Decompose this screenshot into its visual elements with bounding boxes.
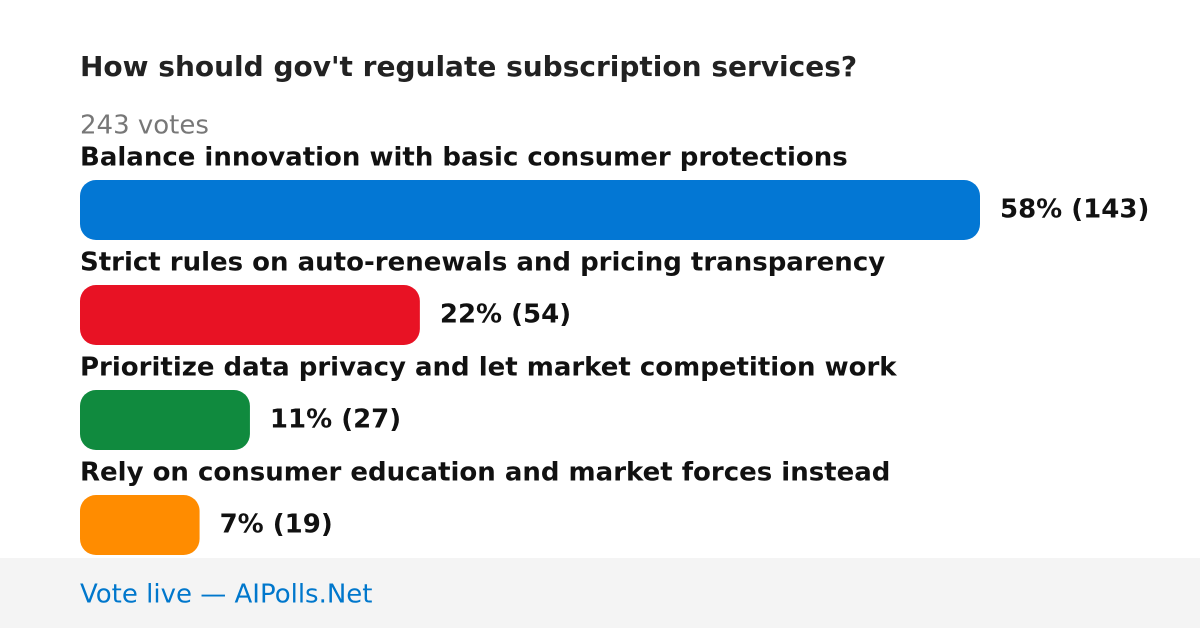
result-bar <box>80 285 420 345</box>
result-bar <box>80 390 250 450</box>
vote-count: 243 votes <box>80 111 209 141</box>
option-label: Rely on consumer education and market fo… <box>80 458 890 488</box>
result-bar <box>80 180 980 240</box>
option-label: Prioritize data privacy and let market c… <box>80 353 897 383</box>
option-label: Balance innovation with basic consumer p… <box>80 143 848 173</box>
result-label: 7% (19) <box>220 510 333 540</box>
footer-band <box>0 558 1200 628</box>
result-label: 11% (27) <box>270 405 401 435</box>
result-label: 58% (143) <box>1000 195 1149 225</box>
result-label: 22% (54) <box>440 300 571 330</box>
poll-title: How should gov't regulate subscription s… <box>80 50 857 83</box>
option-label: Strict rules on auto-renewals and pricin… <box>80 248 885 278</box>
result-bar <box>80 495 200 555</box>
footer-link[interactable]: Vote live — AIPolls.Net <box>80 580 373 610</box>
